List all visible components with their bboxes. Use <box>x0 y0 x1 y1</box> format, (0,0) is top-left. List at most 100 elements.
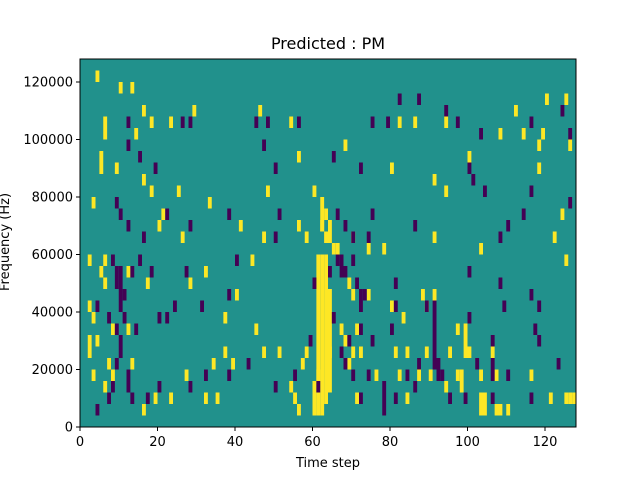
high-cell <box>258 105 263 117</box>
high-cell <box>304 231 309 243</box>
low-cell <box>122 312 127 324</box>
high-cell <box>521 128 526 140</box>
low-cell <box>413 220 418 232</box>
high-cell <box>118 82 123 94</box>
high-cell <box>390 162 394 174</box>
high-cell <box>347 277 352 289</box>
high-cell <box>444 116 449 128</box>
high-cell <box>324 381 328 393</box>
high-cell <box>114 162 119 174</box>
low-cell <box>537 300 542 312</box>
high-cell <box>316 392 321 404</box>
high-cell <box>87 335 92 347</box>
high-cell <box>320 358 325 370</box>
high-cell <box>347 358 352 370</box>
low-cell <box>359 162 363 174</box>
high-cell <box>297 404 301 416</box>
high-cell <box>297 220 301 232</box>
low-cell <box>343 266 348 278</box>
low-cell <box>417 93 421 105</box>
high-cell <box>328 289 332 301</box>
low-cell <box>490 335 495 347</box>
high-cell <box>91 197 96 209</box>
low-cell <box>339 346 344 358</box>
y-tick-label: 120000 <box>23 76 73 91</box>
high-cell <box>490 346 495 358</box>
low-cell <box>153 162 158 174</box>
low-cell <box>126 369 131 381</box>
high-cell <box>235 289 239 301</box>
low-cell <box>149 266 154 278</box>
low-cell <box>126 116 131 128</box>
high-cell <box>479 392 483 404</box>
low-cell <box>529 289 534 301</box>
high-cell <box>444 185 449 197</box>
high-cell <box>328 220 332 232</box>
low-cell <box>359 300 363 312</box>
high-cell <box>324 266 328 278</box>
high-cell <box>568 392 573 404</box>
low-cell <box>118 277 123 289</box>
low-cell <box>118 289 123 301</box>
high-cell <box>320 369 325 381</box>
high-cell <box>169 392 173 404</box>
high-cell <box>572 392 576 404</box>
high-cell <box>149 185 154 197</box>
low-cell <box>339 266 344 278</box>
high-cell <box>211 358 216 370</box>
low-cell <box>432 346 437 358</box>
high-cell <box>312 185 317 197</box>
low-cell <box>180 116 185 128</box>
high-cell <box>560 208 565 220</box>
high-cell <box>421 289 425 301</box>
high-cell <box>328 358 332 370</box>
x-tick-label: 100 <box>455 435 480 450</box>
high-cell <box>417 369 421 381</box>
low-cell <box>436 358 441 370</box>
high-cell <box>87 346 92 358</box>
low-cell <box>331 312 336 324</box>
high-cell <box>320 381 325 393</box>
high-cell <box>324 277 328 289</box>
high-cell <box>529 369 534 381</box>
low-cell <box>506 369 511 381</box>
high-cell <box>324 254 328 266</box>
low-cell <box>114 277 119 289</box>
high-cell <box>111 323 115 335</box>
low-cell <box>529 116 534 128</box>
high-cell <box>316 323 321 335</box>
low-cell <box>157 381 162 393</box>
high-cell <box>328 300 332 312</box>
high-cell <box>300 358 305 370</box>
low-cell <box>118 346 123 358</box>
low-cell <box>95 300 100 312</box>
high-cell <box>339 323 344 335</box>
high-cell <box>320 197 325 209</box>
high-cell <box>463 323 468 335</box>
low-cell <box>467 312 472 324</box>
high-cell <box>95 335 100 347</box>
high-cell <box>467 346 472 358</box>
high-cell <box>405 392 410 404</box>
high-cell <box>351 289 356 301</box>
x-tick-label: 20 <box>149 435 166 450</box>
low-cell <box>471 174 476 186</box>
low-cell <box>134 323 139 335</box>
high-cell <box>401 312 406 324</box>
low-cell <box>382 404 387 416</box>
low-cell <box>463 392 468 404</box>
high-cell <box>266 185 270 197</box>
high-cell <box>541 128 545 140</box>
high-cell <box>142 404 146 416</box>
low-cell <box>227 208 232 220</box>
high-cell <box>479 243 483 255</box>
low-cell <box>107 392 111 404</box>
x-tick-label: 120 <box>533 435 558 450</box>
high-cell <box>459 381 464 393</box>
high-cell <box>223 346 228 358</box>
high-cell <box>320 208 325 220</box>
low-cell <box>432 312 437 324</box>
low-cell <box>335 254 340 266</box>
low-cell <box>118 208 123 220</box>
low-cell <box>490 392 495 404</box>
